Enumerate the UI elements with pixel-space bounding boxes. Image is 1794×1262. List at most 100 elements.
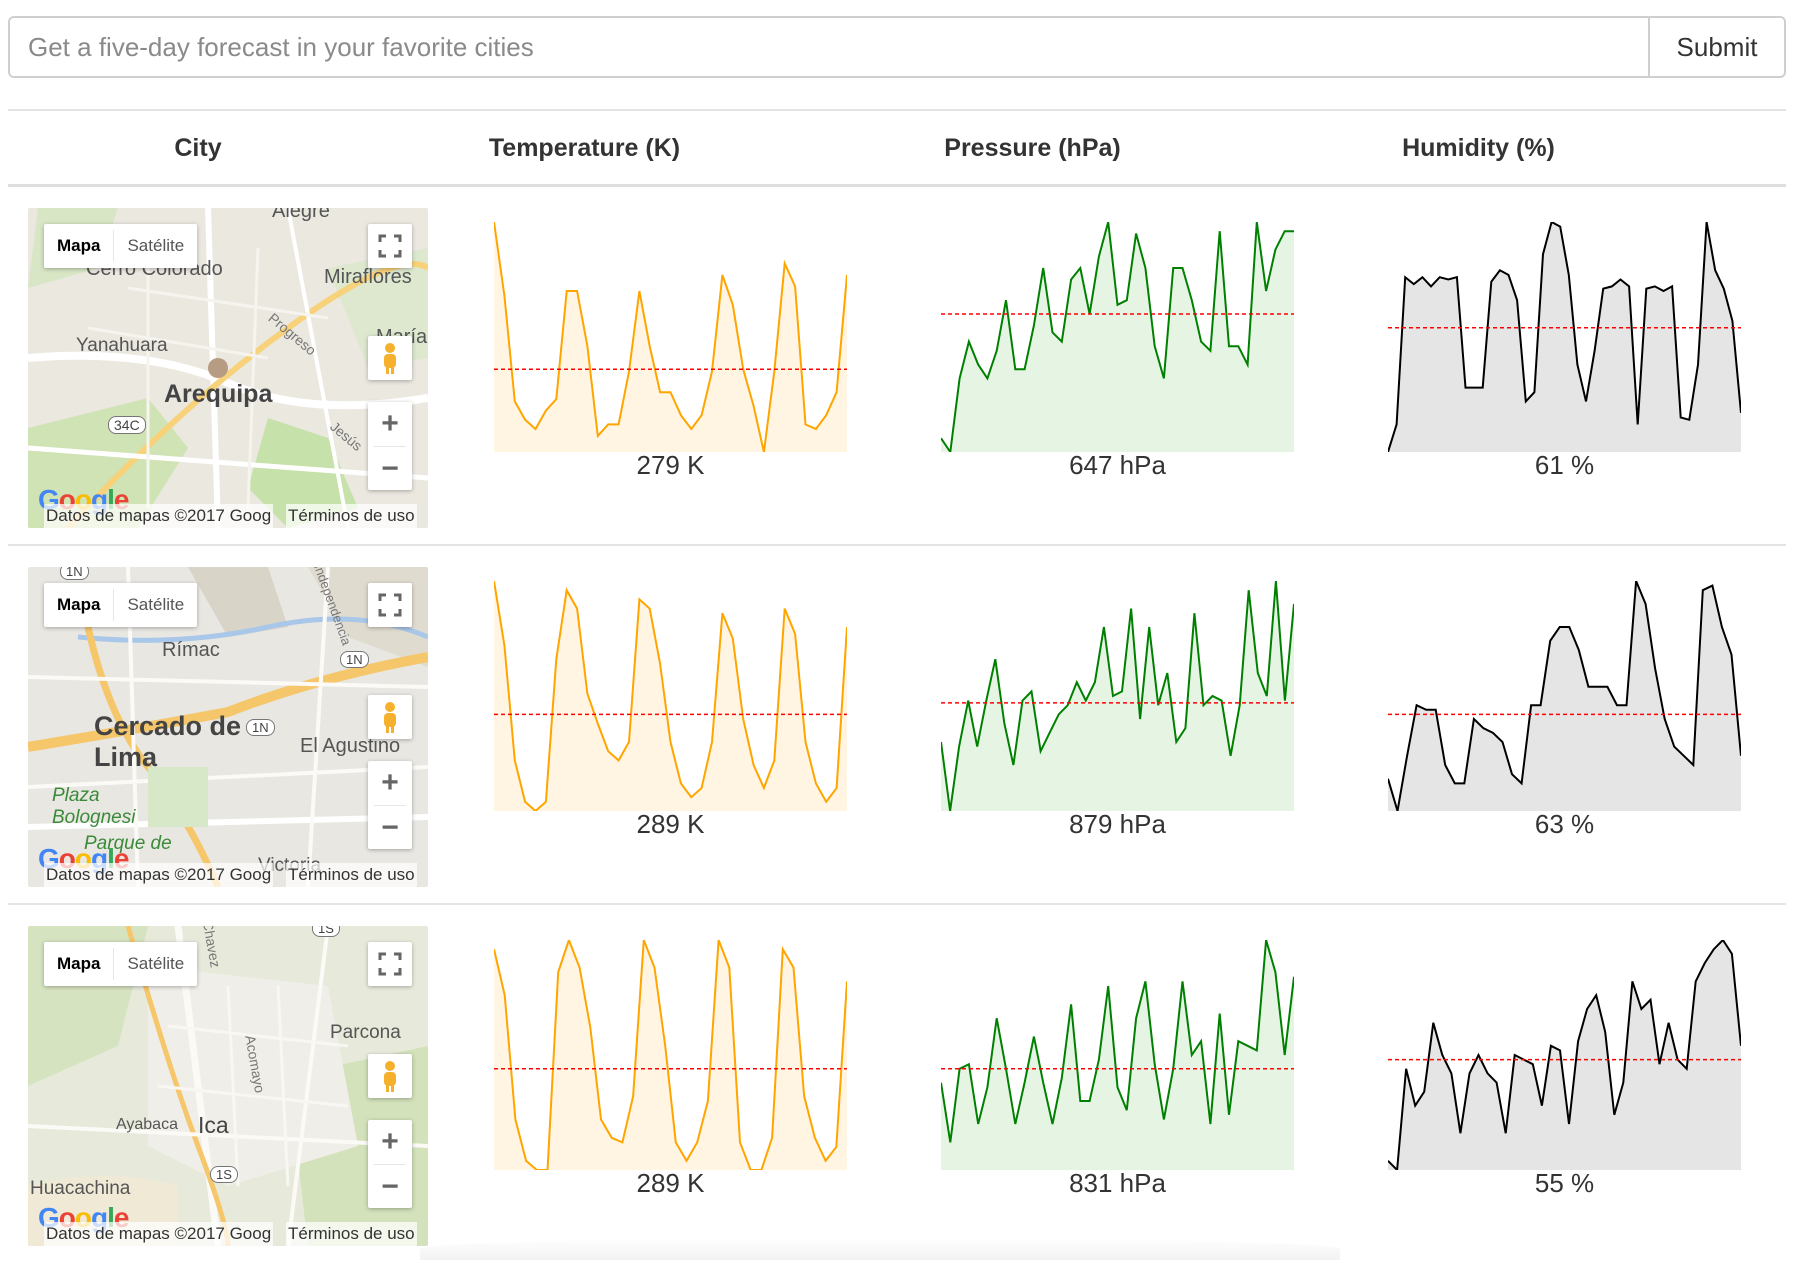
table-row: Cerro Colorado Miraflores Yanahuara Areq… (8, 186, 1786, 544)
zoom-in-button[interactable]: + (381, 1125, 399, 1158)
divider (113, 589, 115, 621)
zoom-control: + − (368, 1120, 412, 1208)
pegman-icon (384, 702, 396, 733)
zoom-out-button[interactable]: − (381, 811, 399, 844)
pressure-area-fill (941, 940, 1294, 1170)
fullscreen-icon (378, 234, 402, 258)
map-type-satellite-button[interactable]: Satélite (127, 954, 185, 973)
street-view-button[interactable] (368, 1054, 412, 1098)
column-header-humidity: Humidity (%) (1402, 134, 1555, 162)
map-type-map-button[interactable]: Mapa (57, 595, 101, 614)
map-label-park: Plaza Bolognesi (52, 785, 136, 828)
city-search-input[interactable] (10, 18, 1648, 76)
temperature-series-line (494, 581, 847, 811)
submit-button[interactable]: Submit (1648, 18, 1784, 76)
zoom-out-button[interactable]: − (381, 452, 399, 485)
map-type-control: Mapa Satélite (44, 583, 198, 627)
zoom-in-button[interactable]: + (381, 407, 399, 440)
map-footer: Datos de mapas ©2017 Goog Términos de us… (28, 504, 428, 528)
fullscreen-icon (378, 593, 402, 617)
street-view-button[interactable] (368, 695, 412, 739)
divider (113, 230, 115, 262)
humidity-area-fill (1388, 581, 1741, 811)
fullscreen-button[interactable] (368, 942, 412, 986)
map-label: Huacachina (30, 1178, 131, 1199)
map-label: Rímac (162, 639, 220, 661)
map-road-badge: 1N (60, 567, 89, 580)
humidity-area-fill (1388, 222, 1741, 452)
temperature-average: 279 K (636, 450, 705, 480)
map-label: Miraflores (324, 266, 412, 288)
header-divider (8, 184, 1786, 187)
zoom-control: + − (368, 761, 412, 849)
row-divider (8, 903, 1786, 905)
column-header-temperature: Temperature (K) (488, 134, 681, 162)
city-map-arequipa[interactable]: Cerro Colorado Miraflores Yanahuara Areq… (28, 208, 428, 528)
city-map-lima[interactable]: Rímac Cercado de Lima El Agustino Plaza … (28, 567, 428, 887)
temperature-series-line (494, 222, 847, 452)
temperature-average: 289 K (636, 1168, 705, 1198)
divider (374, 446, 406, 447)
pressure-average: 879 hPa (1069, 809, 1166, 839)
street-view-button[interactable] (368, 336, 412, 380)
humidity-chart (1388, 222, 1741, 452)
fullscreen-button[interactable] (368, 224, 412, 268)
map-type-map-button[interactable]: Mapa (57, 236, 101, 255)
temperature-chart (494, 581, 847, 811)
pressure-area-fill (941, 222, 1294, 452)
fullscreen-icon (378, 952, 402, 976)
humidity-series-line (1388, 222, 1741, 452)
pegman-icon (384, 1061, 396, 1092)
humidity-average: 55 % (1534, 1168, 1595, 1198)
humidity-series-line (1388, 581, 1741, 811)
map-type-satellite-button[interactable]: Satélite (127, 595, 185, 614)
map-attribution: Datos de mapas ©2017 Goog (44, 1222, 274, 1246)
terms-of-use-link[interactable]: Términos de uso (286, 504, 417, 528)
map-type-control: Mapa Satélite (44, 942, 198, 986)
page-shadow (420, 1238, 1340, 1260)
map-attribution: Datos de mapas ©2017 Goog (44, 504, 274, 528)
map-footer: Datos de mapas ©2017 Goog Términos de us… (28, 863, 428, 887)
map-type-map-button[interactable]: Mapa (57, 954, 101, 973)
map-attribution: Datos de mapas ©2017 Goog (44, 863, 274, 887)
pressure-chart (941, 940, 1294, 1170)
zoom-control: + − (368, 402, 412, 490)
humidity-area-fill (1388, 940, 1741, 1170)
fullscreen-button[interactable] (368, 583, 412, 627)
humidity-average: 61 % (1534, 450, 1595, 480)
map-label-city: Cercado de Lima (94, 711, 242, 772)
map-label-park: Parque de (84, 833, 172, 854)
pressure-series-line (941, 222, 1294, 452)
map-type-control: Mapa Satélite (44, 224, 198, 268)
column-header-pressure: Pressure (hPa) (944, 134, 1121, 162)
zoom-in-button[interactable]: + (381, 766, 399, 799)
city-map-ica[interactable]: Parcona Ayabaca Ica Huacachina Acomayo C… (28, 926, 428, 1246)
divider (113, 948, 115, 980)
map-type-satellite-button[interactable]: Satélite (127, 236, 185, 255)
table-top-divider (8, 109, 1786, 111)
map-footer: Datos de mapas ©2017 Goog Términos de us… (28, 1222, 428, 1246)
map-label: Ayabaca (116, 1116, 178, 1133)
terms-of-use-link[interactable]: Términos de uso (286, 863, 417, 887)
pressure-chart (941, 581, 1294, 811)
divider (374, 805, 406, 806)
table-row: Rímac Cercado de Lima El Agustino Plaza … (8, 545, 1786, 903)
pressure-series-line (941, 581, 1294, 811)
map-road-badge: 34C (108, 416, 146, 434)
pressure-average: 831 hPa (1069, 1168, 1166, 1198)
terms-of-use-link[interactable]: Términos de uso (286, 1222, 417, 1246)
temperature-area-fill (494, 222, 847, 452)
pressure-area-fill (941, 581, 1294, 811)
map-label-city: Arequipa (164, 380, 273, 408)
column-header-city: City (174, 134, 222, 162)
search-bar: Submit (8, 16, 1786, 78)
humidity-chart (1388, 940, 1741, 1170)
pegman-icon (384, 343, 396, 374)
humidity-series-line (1388, 940, 1741, 1170)
map-road-badge: 1S (210, 1166, 238, 1183)
pressure-series-line (941, 940, 1294, 1143)
divider (374, 1164, 406, 1165)
row-divider (8, 544, 1786, 546)
zoom-out-button[interactable]: − (381, 1170, 399, 1203)
temperature-chart (494, 222, 847, 452)
